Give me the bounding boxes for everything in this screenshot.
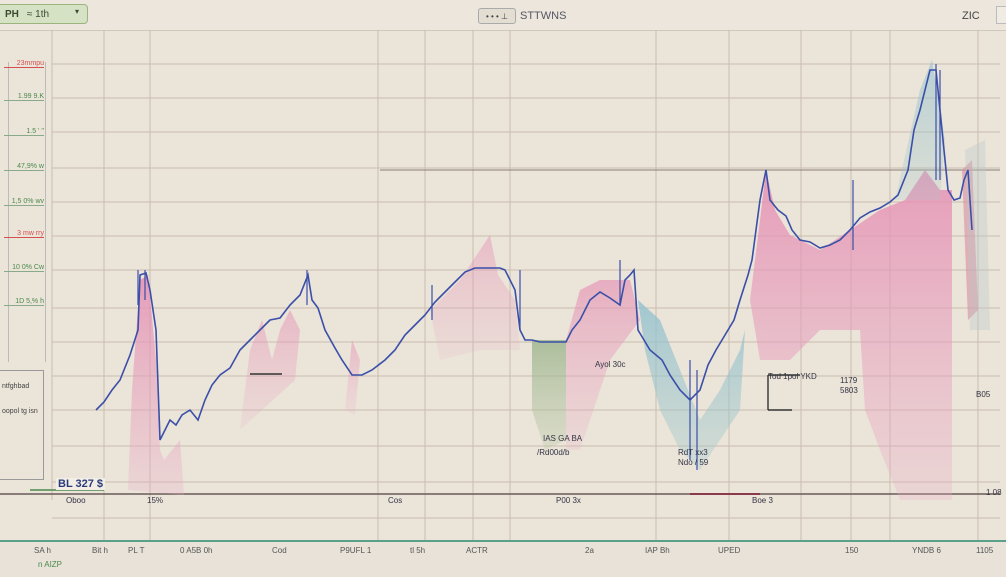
area-blue bbox=[638, 300, 745, 470]
y-axis-label: 1,5 0% wv bbox=[4, 198, 44, 206]
bottom-sub-label: n AIZP bbox=[38, 560, 63, 569]
y-axis-label: 1D 5,% h bbox=[4, 298, 44, 306]
bottom-toolbar: SA h Bit h PL T 0 A5B 0h Cod P9UFL 1 tl … bbox=[0, 540, 1006, 577]
x-axis-label: Boe 3 bbox=[752, 496, 773, 505]
area-blue-right bbox=[895, 60, 945, 200]
y-axis-label: 3 mw rry bbox=[4, 230, 44, 238]
area-pink-mid2 bbox=[566, 280, 640, 450]
y-axis-label: 1.5 ' '' bbox=[4, 128, 44, 136]
chart-annotation: IAS GA BA bbox=[543, 434, 583, 443]
price-tag: BL 327 $ bbox=[56, 478, 106, 490]
bottom-item[interactable]: PL T bbox=[128, 546, 145, 555]
price-spikes bbox=[137, 64, 941, 470]
chart-annotation: 1179 bbox=[840, 376, 858, 385]
y-axis-label: 23mmpu bbox=[4, 60, 44, 68]
top-toolbar: PH ≈ 1th ▾ • • • ⊥ STTWNS ZIC bbox=[0, 0, 1006, 31]
ticker-symbol: PH bbox=[5, 8, 19, 20]
bottom-item[interactable]: YNDB 6 bbox=[912, 546, 941, 555]
price-chart bbox=[0, 30, 1000, 540]
zoom-control[interactable] bbox=[996, 6, 1006, 24]
zoom-label: ZIC bbox=[962, 10, 980, 22]
bottom-item[interactable]: 2a bbox=[585, 546, 594, 555]
info-panel: ntfghbad oopol tg isn bbox=[0, 370, 44, 480]
chart-plot-area[interactable]: 23mmpu 1.99 9.K 1.5 ' '' 47,9% w 1,5 0% … bbox=[0, 30, 1006, 540]
area-green bbox=[532, 340, 566, 450]
bottom-item[interactable]: IAP Bh bbox=[645, 546, 670, 555]
settings-group: • • • ⊥ STTWNS bbox=[478, 8, 566, 24]
ticker-sub: ≈ 1th bbox=[26, 8, 50, 20]
settings-label: STTWNS bbox=[520, 10, 567, 22]
bottom-item[interactable]: 1105 bbox=[976, 546, 994, 555]
area-pink-right bbox=[750, 170, 952, 500]
grid-lines bbox=[51, 30, 1000, 540]
area-pink-mid bbox=[430, 235, 520, 360]
x-axis-label: 1 08 bbox=[986, 488, 1002, 497]
x-axis-label: Cos bbox=[388, 496, 403, 505]
chart-annotation: RdT xx3 bbox=[678, 448, 708, 457]
chart-annotation: /Rd00d/b bbox=[537, 448, 570, 457]
chart-annotation: Tod 1pol YKD bbox=[768, 372, 817, 381]
bottom-item[interactable]: Cod bbox=[272, 546, 287, 555]
info-panel-title: ntfghbad bbox=[2, 383, 30, 390]
x-axis-label: 15% bbox=[147, 496, 164, 505]
chart-annotation: Ndo / 59 bbox=[678, 458, 709, 467]
bottom-item[interactable]: P9UFL 1 bbox=[340, 546, 372, 555]
ticker-selector[interactable]: PH ≈ 1th ▾ bbox=[0, 4, 88, 24]
settings-button[interactable]: • • • ⊥ bbox=[478, 8, 516, 24]
x-axis-label: P00 3x bbox=[556, 496, 581, 505]
y-axis-label: 10 0% Cw bbox=[4, 264, 44, 272]
price-line bbox=[95, 69, 973, 441]
bottom-item[interactable]: SA h bbox=[34, 546, 51, 555]
chart-annotation: Ayol 30c bbox=[595, 360, 626, 369]
y-axis-label: 47,9% w bbox=[4, 163, 44, 171]
chevron-down-icon: ▾ bbox=[74, 7, 79, 16]
bottom-item[interactable]: Bit h bbox=[92, 546, 109, 555]
chart-annotation: B05 bbox=[976, 390, 991, 399]
bottom-item[interactable]: 0 A5B 0h bbox=[180, 546, 213, 555]
bottom-item[interactable]: UPED bbox=[718, 546, 741, 555]
info-panel-sub: oopol tg isn bbox=[2, 408, 38, 415]
y-axis-label: 1.99 9.K bbox=[4, 93, 44, 101]
x-axis-label: Oboo bbox=[66, 496, 86, 505]
y-axis bbox=[8, 62, 46, 362]
bottom-item[interactable]: tl 5h bbox=[410, 546, 426, 555]
bottom-item[interactable]: ACTR bbox=[466, 546, 488, 555]
area-pink-left bbox=[128, 275, 184, 495]
bottom-item[interactable]: 150 bbox=[845, 546, 859, 555]
chart-annotation: 5803 bbox=[840, 386, 858, 395]
